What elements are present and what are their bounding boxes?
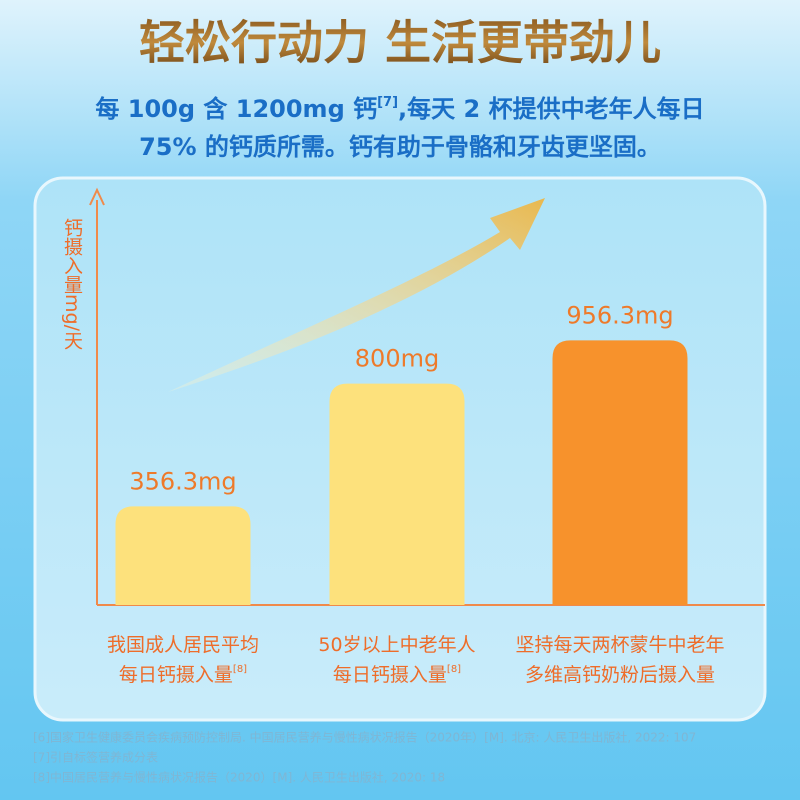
subtitle-part: ,每天 2 杯提供中老年人每日: [398, 95, 705, 123]
footnote-marker: [7]: [377, 95, 398, 110]
footnote: [6]国家卫生健康委员会疾病预防控制局. 中国居民营养与慢性病状况报告（2020…: [33, 730, 696, 745]
trend-arrow: [168, 198, 545, 392]
value-label: 356.3mg: [129, 467, 236, 495]
x-tick-label: 每日钙摄入量[8]: [119, 664, 247, 686]
y-axis-label: 钙摄入量mg/天: [61, 218, 83, 350]
x-tick-label-line: 每日钙摄入量: [333, 664, 447, 686]
x-tick-label-line: 多维高钙奶粉后摄入量: [525, 664, 715, 686]
x-tick-label-line: 坚持每天两杯蒙牛中老年: [515, 634, 724, 656]
x-tick-label-line: 我国成人居民平均: [107, 634, 259, 656]
footnote-marker: [8]: [447, 664, 461, 675]
x-tick-label: 每日钙摄入量[8]: [333, 664, 461, 686]
y-axis-arrow: [89, 187, 105, 206]
footnote: [8]中国居民营养与慢性病状况报告（2020）[M]. 人民卫生出版社, 202…: [33, 770, 445, 785]
x-tick-label: 多维高钙奶粉后摄入量: [525, 664, 715, 686]
bar: [329, 383, 465, 605]
chart-title: 轻松行动力 生活更带劲儿: [139, 16, 661, 70]
x-tick-label: 坚持每天两杯蒙牛中老年: [515, 634, 724, 656]
subtitle: 每 100g 含 1200mg 钙[7],每天 2 杯提供中老年人每日: [95, 95, 704, 124]
bar: [115, 506, 251, 605]
x-tick-label: 50岁以上中老年人: [318, 634, 475, 656]
value-label: 800mg: [355, 345, 439, 373]
subtitle: 75% 的钙质所需。钙有助于骨骼和牙齿更坚固。: [139, 133, 661, 161]
subtitle-part: 每 100g 含 1200mg 钙: [95, 95, 377, 123]
footnote-marker: [8]: [233, 664, 247, 675]
x-tick-label: 我国成人居民平均: [107, 634, 259, 656]
bar: [552, 340, 688, 605]
x-tick-label-line: 50岁以上中老年人: [318, 634, 475, 656]
footnotes: [6]国家卫生健康委员会疾病预防控制局. 中国居民营养与慢性病状况报告（2020…: [33, 730, 696, 785]
footnote: [7]引自标签营养成分表: [33, 750, 158, 765]
x-tick-label-line: 每日钙摄入量: [119, 664, 233, 686]
value-label: 956.3mg: [566, 301, 673, 329]
